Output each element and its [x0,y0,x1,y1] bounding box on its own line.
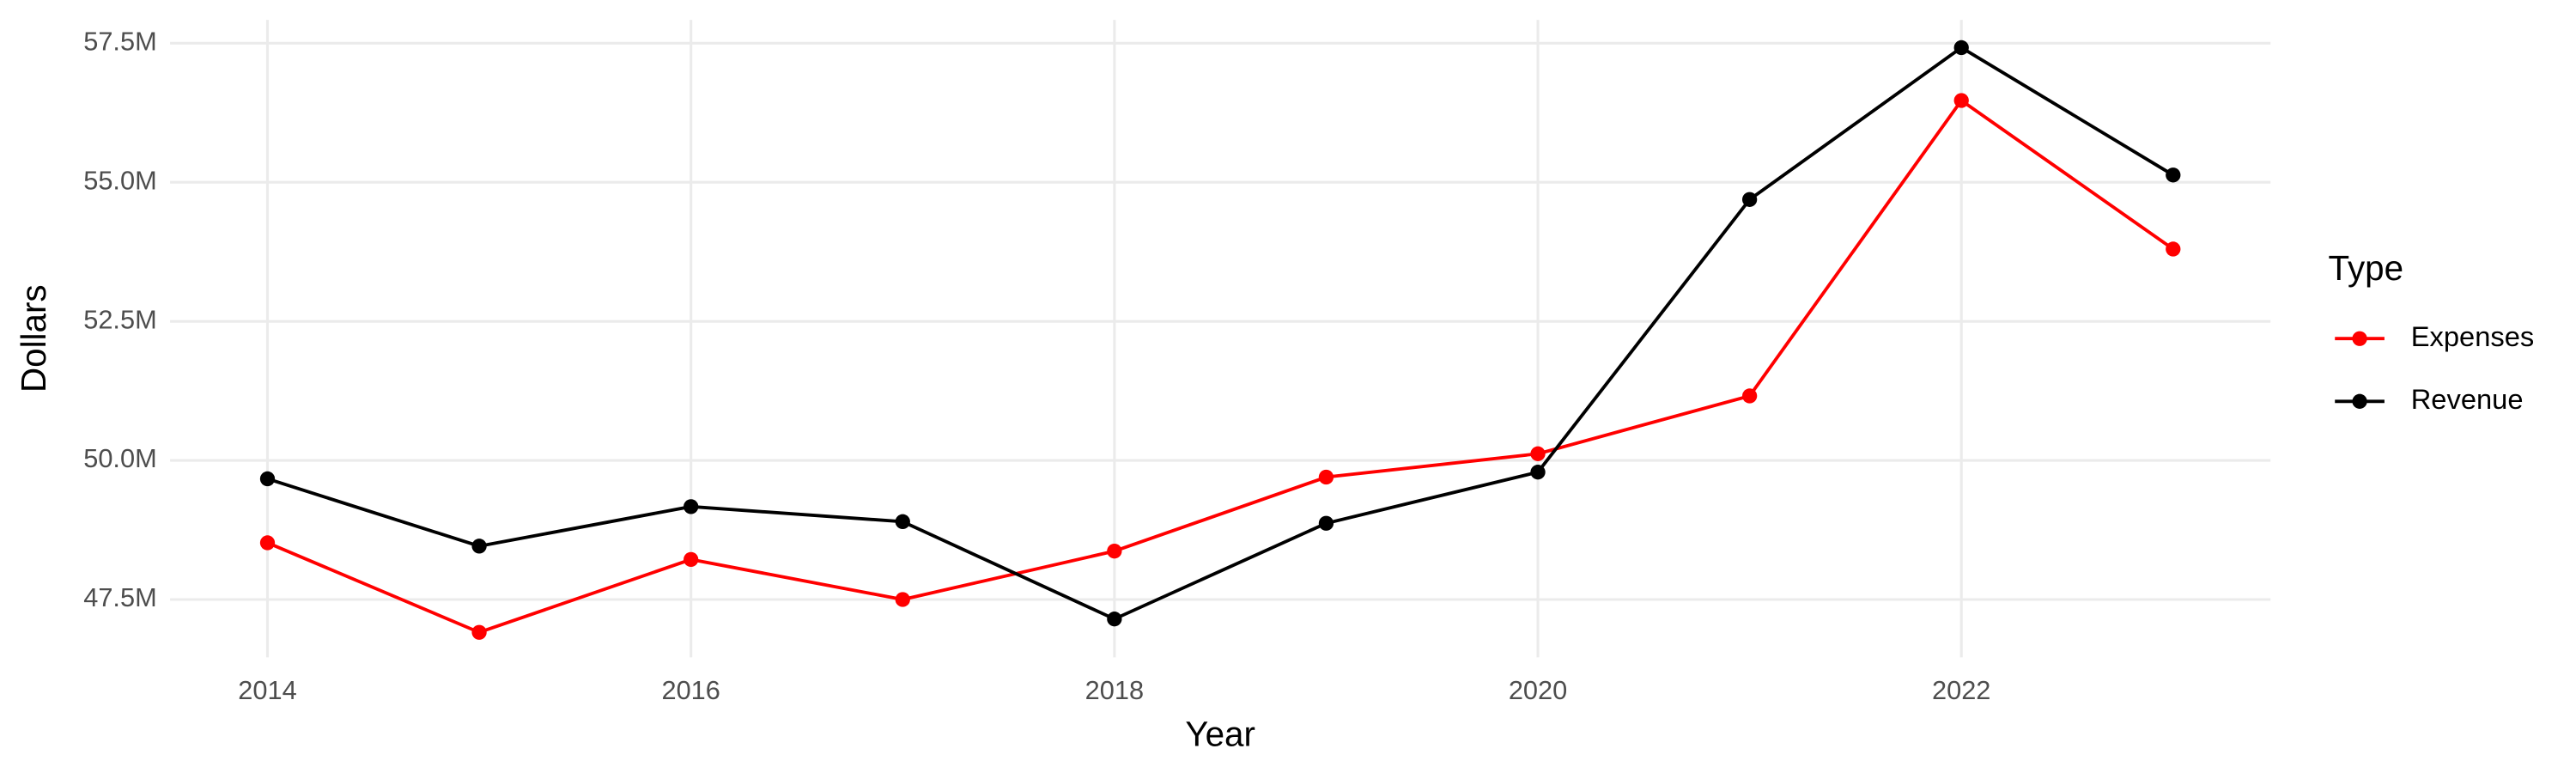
legend-point [2352,393,2367,409]
x-tick-label: 2016 [661,675,720,705]
x-tick-label: 2020 [1509,675,1567,705]
legend-label: Expenses [2411,320,2535,352]
x-tick-label: 2018 [1085,675,1144,705]
data-point [895,514,910,529]
data-point [2166,167,2181,183]
y-tick-label: 47.5M [83,582,156,612]
series-line [266,46,2174,621]
data-point [2166,241,2181,257]
data-point [1953,40,1969,56]
legend-point [2352,331,2367,346]
x-tick-label: 2014 [238,675,296,705]
y-tick-label: 55.0M [83,165,156,195]
series-line [266,98,2174,635]
data-point [895,592,910,607]
data-point [259,535,276,551]
data-point [1530,465,1546,480]
data-point [1741,388,1758,404]
data-point [1530,446,1546,461]
data-point [1318,515,1334,531]
legend-title: Type [2329,248,2404,288]
y-axis-title: Dollars [14,284,53,393]
y-tick-label: 52.5M [83,304,156,334]
data-point [683,551,699,568]
data-point [471,624,487,640]
y-tick-label: 57.5M [83,26,156,56]
data-point [1107,612,1122,627]
data-point [259,471,276,487]
data-point [683,499,699,514]
data-point [1107,544,1122,559]
legend-label: Revenue [2411,383,2524,415]
x-axis-title: Year [1185,714,1255,753]
data-point [1318,469,1334,485]
data-point [471,539,487,554]
x-tick-label: 2022 [1932,675,1990,705]
data-point [1953,93,1969,108]
y-tick-label: 50.0M [83,443,156,473]
data-point [1741,192,1758,207]
